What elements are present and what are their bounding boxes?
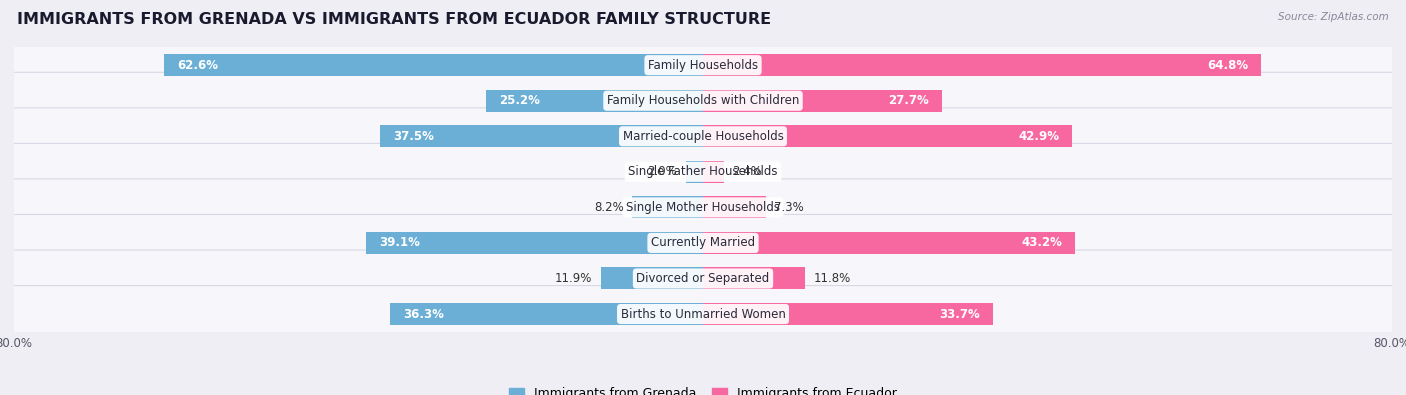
Bar [633,196,703,218]
FancyBboxPatch shape [11,179,1395,236]
Text: Source: ZipAtlas.com: Source: ZipAtlas.com [1278,12,1389,22]
Text: Births to Unmarried Women: Births to Unmarried Women [620,308,786,320]
Text: 11.8%: 11.8% [813,272,851,285]
Text: Divorced or Separated: Divorced or Separated [637,272,769,285]
Bar [486,90,703,112]
Text: 64.8%: 64.8% [1206,59,1249,71]
Text: 27.7%: 27.7% [887,94,928,107]
Bar [703,267,804,290]
Bar [703,232,1076,254]
Bar [380,125,703,147]
Bar [600,267,703,290]
FancyBboxPatch shape [11,250,1395,307]
FancyBboxPatch shape [11,286,1395,342]
Text: Currently Married: Currently Married [651,237,755,249]
Bar [367,232,703,254]
Text: 2.4%: 2.4% [733,166,762,178]
Bar [703,161,724,183]
Text: 36.3%: 36.3% [404,308,444,320]
Bar [703,196,766,218]
Text: 62.6%: 62.6% [177,59,218,71]
Text: 37.5%: 37.5% [392,130,434,143]
Text: 7.3%: 7.3% [775,201,804,214]
Text: 33.7%: 33.7% [939,308,980,320]
FancyBboxPatch shape [11,72,1395,129]
Bar [703,90,942,112]
Text: Family Households: Family Households [648,59,758,71]
Text: 8.2%: 8.2% [593,201,624,214]
Text: 43.2%: 43.2% [1021,237,1062,249]
Bar [703,125,1073,147]
Text: 25.2%: 25.2% [499,94,540,107]
FancyBboxPatch shape [11,108,1395,165]
FancyBboxPatch shape [11,143,1395,200]
FancyBboxPatch shape [11,37,1395,94]
Text: Family Households with Children: Family Households with Children [607,94,799,107]
Bar [703,303,993,325]
Text: Single Father Households: Single Father Households [628,166,778,178]
Text: 39.1%: 39.1% [380,237,420,249]
Bar [686,161,703,183]
Text: 11.9%: 11.9% [554,272,592,285]
Text: IMMIGRANTS FROM GRENADA VS IMMIGRANTS FROM ECUADOR FAMILY STRUCTURE: IMMIGRANTS FROM GRENADA VS IMMIGRANTS FR… [17,12,770,27]
Bar [703,54,1261,76]
Text: 42.9%: 42.9% [1018,130,1060,143]
Text: Married-couple Households: Married-couple Households [623,130,783,143]
Bar [165,54,703,76]
Text: 2.0%: 2.0% [647,166,678,178]
Bar [391,303,703,325]
Text: Single Mother Households: Single Mother Households [626,201,780,214]
Legend: Immigrants from Grenada, Immigrants from Ecuador: Immigrants from Grenada, Immigrants from… [505,382,901,395]
FancyBboxPatch shape [11,214,1395,271]
